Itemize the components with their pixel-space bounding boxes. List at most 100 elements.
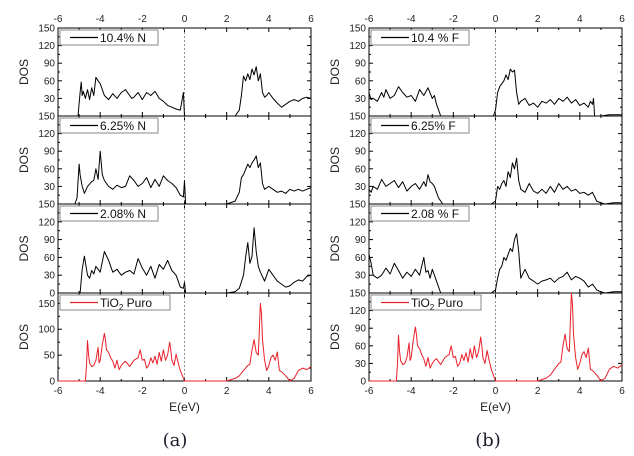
legend-label: 10.4 % F	[411, 31, 459, 45]
y-tick-label: 60	[44, 164, 56, 175]
y-tick-label: 120	[349, 41, 366, 52]
x-tick-label-top: 4	[577, 14, 583, 25]
y-tick-label: 120	[38, 217, 55, 228]
y-tick-label: 150	[349, 112, 366, 123]
y-tick-label: 90	[355, 324, 367, 335]
dos-series-line	[368, 68, 622, 117]
dos-series-line	[368, 233, 622, 294]
y-tick-label: 150	[38, 299, 55, 310]
dos-panel: 30 60 90 120 150 DOS 6.25% N	[17, 112, 312, 205]
x-tick-label-top: 2	[535, 14, 541, 25]
x-tick-label: 6	[308, 386, 314, 397]
dos-series-line	[58, 66, 312, 117]
x-tick-label: 0	[493, 386, 499, 397]
y-tick-label: 150	[349, 289, 366, 300]
legend-rest: Puro	[123, 296, 152, 310]
y-axis-label: DOS	[17, 324, 31, 350]
x-tick-label: -6	[365, 386, 374, 397]
legend-label: 2.08% N	[100, 207, 146, 221]
dos-series-line	[368, 157, 622, 205]
legend-main: TiO	[411, 296, 430, 310]
x-axis-label: E(eV)	[480, 400, 511, 414]
x-tick-label-top: -4	[407, 14, 416, 25]
y-tick-label: 90	[355, 147, 367, 158]
legend: TiO2 Puro	[370, 294, 482, 312]
y-tick-label: 60	[44, 76, 56, 87]
x-tick-label-top: -6	[54, 14, 63, 25]
legend-box	[370, 117, 470, 134]
y-axis-label: DOS	[328, 324, 342, 350]
dos-panel: 30 60 90 120 150 DOS 10.4 % F	[328, 24, 623, 117]
y-tick-label: 150	[38, 24, 55, 35]
legend-box	[59, 29, 159, 46]
dos-panel: 30 60 90 120 150 DOS 2.08 % F	[328, 200, 623, 294]
y-tick-label: 30	[355, 359, 367, 370]
dos-panel: 0 30 60 90 120 150 DOS 2.08% N	[17, 200, 312, 300]
y-tick-label: 120	[349, 217, 366, 228]
y-tick-label: 60	[355, 164, 367, 175]
legend-subscript: 2	[430, 303, 435, 312]
legend: 6.25% N	[59, 117, 159, 134]
y-tick-label: 90	[355, 59, 367, 70]
y-tick-label: 30	[355, 94, 367, 105]
x-tick-label: 0	[182, 386, 188, 397]
y-tick-label: 30	[355, 271, 367, 282]
y-tick-label: 50	[44, 351, 56, 362]
legend: 6.25% F	[370, 117, 470, 134]
dos-series-line	[58, 150, 312, 205]
x-tick-label-top: 6	[308, 14, 314, 25]
y-axis-label: DOS	[328, 59, 342, 85]
legend-box	[370, 29, 470, 46]
y-tick-label: 150	[349, 200, 366, 211]
y-tick-label: 30	[355, 182, 367, 193]
legend: 2.08 % F	[370, 205, 470, 222]
x-tick-label: 6	[619, 386, 625, 397]
y-tick-label: 60	[355, 341, 367, 352]
y-tick-label: 0	[49, 377, 55, 388]
x-tick-label-top: -6	[365, 14, 374, 25]
legend: TiO2 Puro	[59, 294, 171, 312]
legend-subscript: 2	[119, 303, 124, 312]
x-tick-label: -6	[54, 386, 63, 397]
legend: 10.4 % F	[370, 29, 470, 46]
y-tick-label: 30	[44, 94, 56, 105]
legend-box	[370, 294, 482, 311]
figure-caption: (a)	[163, 430, 188, 451]
dos-series-line	[369, 292, 623, 382]
y-tick-label: 150	[38, 200, 55, 211]
x-tick-label-top: -4	[96, 14, 105, 25]
y-axis-label: DOS	[17, 235, 31, 261]
y-tick-label: 100	[38, 325, 55, 336]
x-tick-label: 4	[266, 386, 272, 397]
legend-label: TiO2 Puro	[411, 296, 463, 312]
legend-label: 2.08 % F	[411, 207, 459, 221]
y-tick-label: 60	[44, 253, 56, 264]
y-tick-label: 90	[44, 59, 56, 70]
y-tick-label: 0	[49, 289, 55, 300]
x-tick-label-top: 6	[619, 14, 625, 25]
y-tick-label: 150	[38, 112, 55, 123]
dos-panel: 0 30 60 90 120 150 DOS TiO2 Puro	[328, 289, 623, 388]
x-axis-label: E(eV)	[169, 400, 200, 414]
y-tick-label: 120	[349, 129, 366, 140]
legend-rest: Puro	[434, 296, 463, 310]
x-tick-label-top: 0	[182, 14, 188, 25]
y-tick-label: 90	[355, 235, 367, 246]
dos-panel: 0 50 100 150 DOS TiO2 Puro	[17, 292, 312, 388]
x-tick-label: -2	[449, 386, 458, 397]
x-tick-label-top: 2	[224, 14, 230, 25]
x-tick-label: -4	[96, 386, 105, 397]
legend: 10.4% N	[59, 29, 159, 46]
y-tick-label: 30	[44, 271, 56, 282]
legend-box	[59, 205, 159, 222]
x-tick-label: 2	[224, 386, 230, 397]
y-tick-label: 60	[355, 76, 367, 87]
legend: 2.08% N	[59, 205, 159, 222]
dos-series-line	[58, 227, 312, 294]
legend-label: TiO2 Puro	[100, 296, 152, 312]
legend-main: TiO	[100, 296, 119, 310]
x-tick-label-top: 0	[493, 14, 499, 25]
dos-panel: 30 60 90 120 150 DOS 6.25% F	[328, 112, 623, 205]
